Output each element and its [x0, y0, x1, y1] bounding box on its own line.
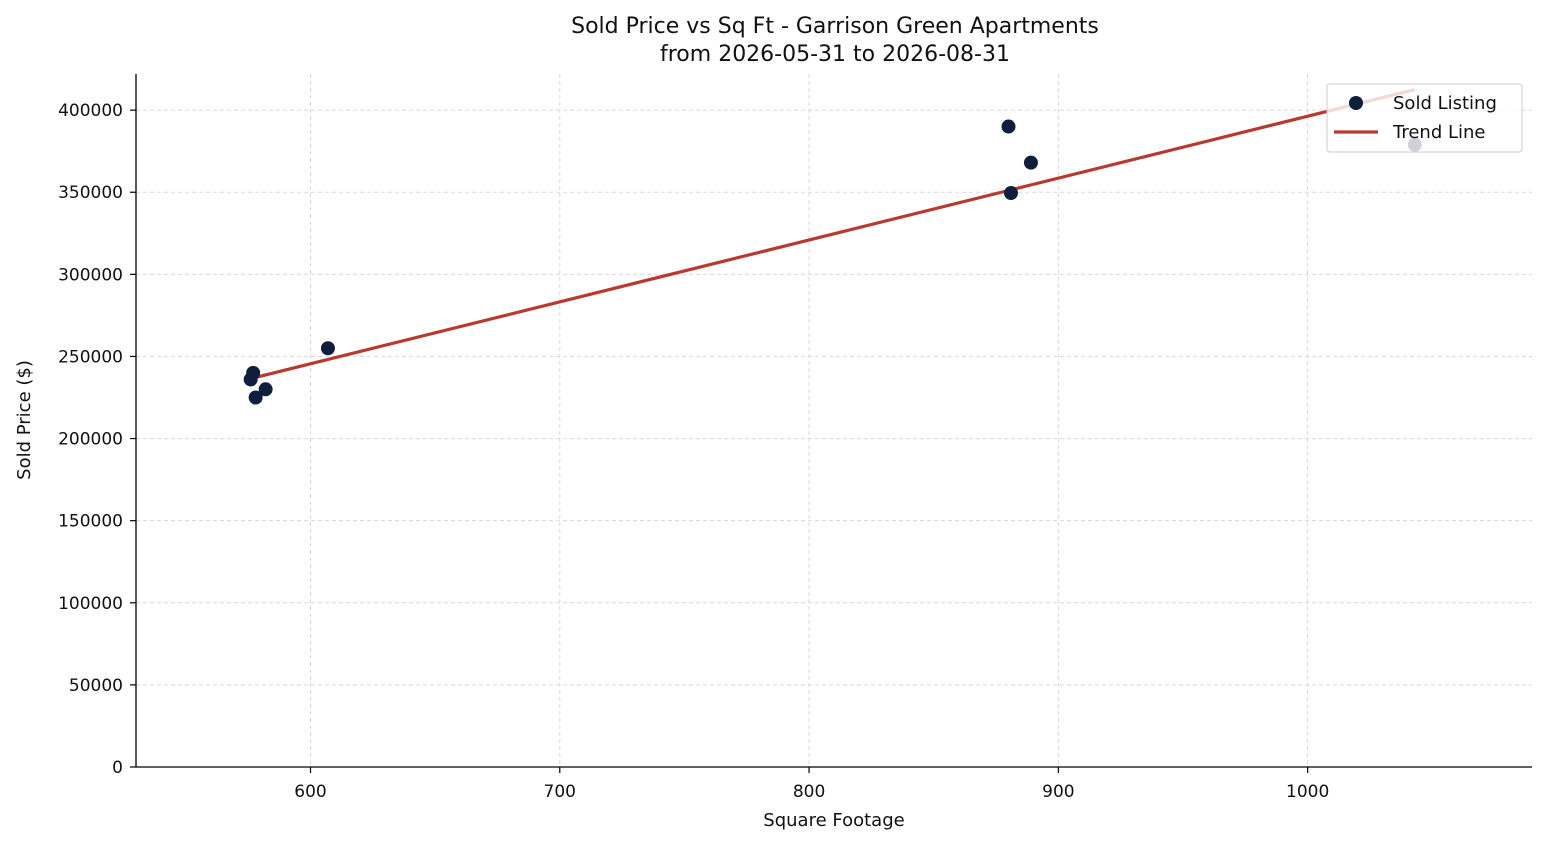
x-axis-label: Square Footage	[763, 810, 904, 831]
scatter-point	[1023, 155, 1038, 170]
x-tick-label: 900	[1042, 782, 1074, 802]
y-tick-label: 400000	[58, 101, 123, 121]
series-layer	[243, 88, 1422, 405]
x-tick-label: 600	[294, 782, 326, 802]
tick-layer: 600 700 800 900 1000 0 50000 100000 150000 200000…	[58, 101, 1329, 802]
scatter-point	[320, 341, 335, 356]
y-tick-label: 150000	[58, 512, 123, 532]
y-axis-label: Sold Price ($)	[14, 360, 35, 480]
axes-layer	[135, 74, 1532, 768]
legend-label-trend-line: Trend Line	[1392, 122, 1486, 143]
scatter-point	[248, 390, 263, 405]
chart-title: Sold Price vs Sq Ft - Garrison Green Apa…	[571, 14, 1099, 39]
scatter-point	[1001, 119, 1016, 134]
legend: Sold Listing Trend Line	[1326, 83, 1523, 153]
y-tick-label: 200000	[58, 430, 123, 450]
x-tick-label: 700	[544, 782, 576, 802]
legend-label-sold-listing: Sold Listing	[1393, 93, 1497, 114]
legend-box	[1326, 83, 1523, 153]
legend-marker-sold-listing	[1349, 96, 1363, 110]
y-tick-label: 100000	[58, 594, 123, 614]
y-tick-label: 350000	[58, 183, 123, 203]
chart-subtitle: from 2026-05-31 to 2026-08-31	[660, 42, 1010, 67]
scatter-point	[258, 382, 273, 397]
trend-line	[250, 88, 1416, 381]
scatter-point	[243, 372, 258, 387]
grid-layer	[136, 74, 1532, 767]
x-tick-label: 800	[793, 782, 825, 802]
y-tick-label: 250000	[58, 347, 123, 367]
y-tick-label: 300000	[58, 265, 123, 285]
x-tick-label: 1000	[1286, 782, 1329, 802]
y-tick-label: 0	[112, 758, 123, 778]
scatter-point	[1003, 186, 1018, 201]
y-tick-label: 50000	[69, 676, 123, 696]
